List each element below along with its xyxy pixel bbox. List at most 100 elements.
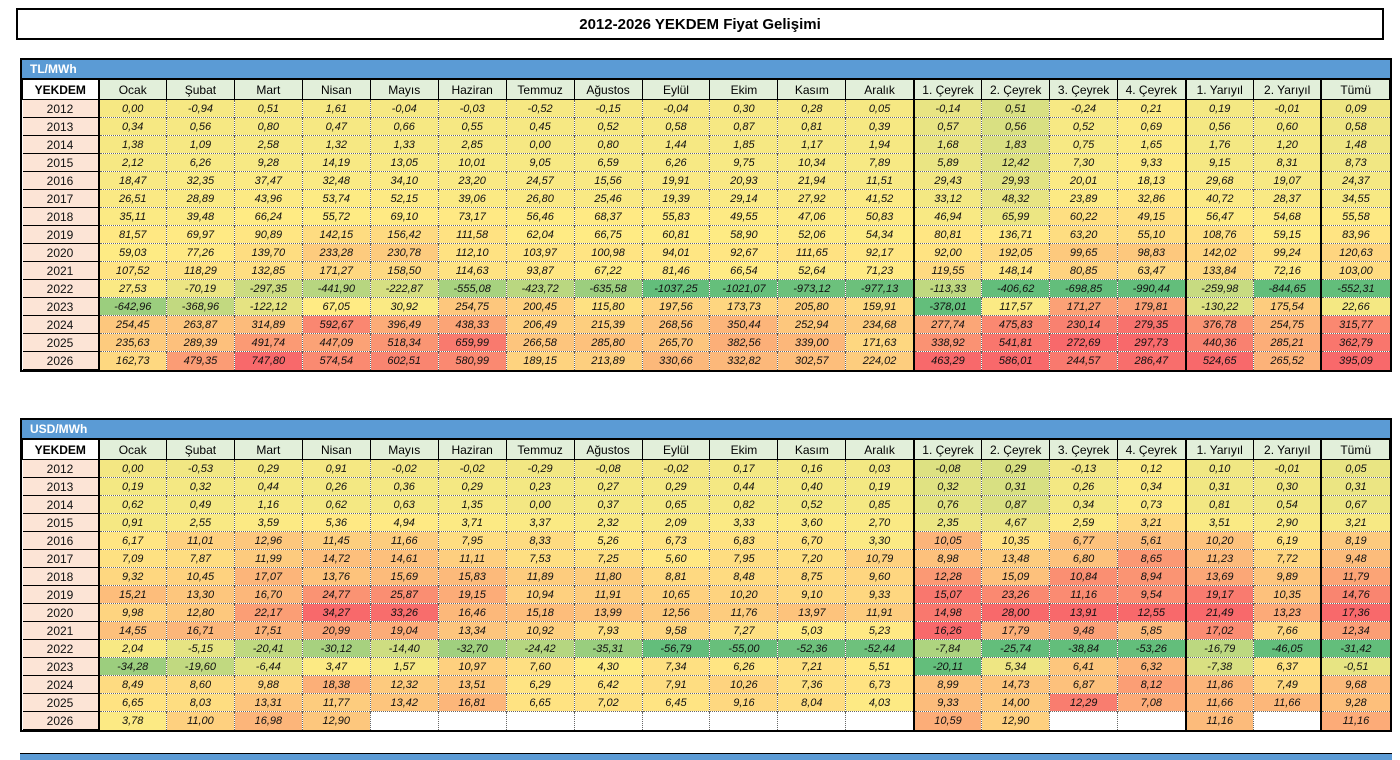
- value-cell[interactable]: 72,16: [1252, 261, 1322, 280]
- value-cell[interactable]: 8,12: [1117, 675, 1186, 694]
- value-cell[interactable]: 67,22: [573, 261, 642, 280]
- value-cell[interactable]: 376,78: [1184, 315, 1254, 334]
- value-cell[interactable]: [777, 711, 846, 730]
- value-cell[interactable]: 205,80: [777, 297, 846, 316]
- value-cell[interactable]: -14,40: [369, 639, 439, 658]
- col-header-month-1[interactable]: Ocak: [97, 439, 167, 460]
- value-cell[interactable]: 0,76: [912, 495, 982, 514]
- value-cell[interactable]: 3,47: [301, 657, 371, 676]
- value-cell[interactable]: 541,81: [981, 333, 1050, 352]
- value-cell[interactable]: 2,32: [573, 513, 642, 532]
- value-cell[interactable]: 10,79: [845, 549, 914, 568]
- value-cell[interactable]: 1,76: [1184, 135, 1254, 154]
- value-cell[interactable]: -297,35: [233, 279, 303, 298]
- value-cell[interactable]: 39,06: [437, 189, 507, 208]
- value-cell[interactable]: 7,02: [573, 693, 642, 712]
- value-cell[interactable]: -552,31: [1320, 279, 1390, 298]
- value-cell[interactable]: 6,59: [573, 153, 642, 172]
- value-cell[interactable]: 4,30: [573, 657, 642, 676]
- col-header-month-6[interactable]: Haziran: [437, 439, 507, 460]
- col-header-quarter-4[interactable]: 4. Çeyrek: [1117, 439, 1186, 460]
- value-cell[interactable]: 338,92: [912, 333, 982, 352]
- value-cell[interactable]: 120,63: [1320, 243, 1390, 262]
- value-cell[interactable]: 0,32: [165, 477, 235, 496]
- value-cell[interactable]: 7,08: [1117, 693, 1186, 712]
- value-cell[interactable]: -378,01: [912, 297, 982, 316]
- value-cell[interactable]: 518,34: [369, 333, 439, 352]
- value-cell[interactable]: 52,06: [777, 225, 846, 244]
- value-cell[interactable]: 20,01: [1049, 171, 1118, 190]
- value-cell[interactable]: 159,91: [845, 297, 914, 316]
- value-cell[interactable]: 68,37: [573, 207, 642, 226]
- value-cell[interactable]: 60,22: [1049, 207, 1118, 226]
- value-cell[interactable]: 6,26: [709, 657, 778, 676]
- value-cell[interactable]: 17,36: [1320, 603, 1390, 622]
- value-cell[interactable]: -0,53: [165, 459, 235, 478]
- value-cell[interactable]: -698,85: [1049, 279, 1118, 298]
- value-cell[interactable]: 10,20: [709, 585, 778, 604]
- year-cell[interactable]: 2024: [22, 315, 100, 334]
- value-cell[interactable]: 7,89: [845, 153, 914, 172]
- value-cell[interactable]: 0,56: [165, 117, 235, 136]
- value-cell[interactable]: -70,19: [165, 279, 235, 298]
- value-cell[interactable]: 8,49: [98, 675, 167, 694]
- col-header-half-1[interactable]: 1. Yarıyıl: [1184, 439, 1254, 460]
- value-cell[interactable]: 22,17: [233, 603, 303, 622]
- value-cell[interactable]: 83,96: [1320, 225, 1390, 244]
- year-cell[interactable]: 2013: [22, 477, 100, 496]
- value-cell[interactable]: 0,34: [98, 117, 167, 136]
- value-cell[interactable]: 3,78: [98, 711, 167, 730]
- value-cell[interactable]: -0,04: [641, 99, 710, 118]
- value-cell[interactable]: -259,98: [1184, 279, 1254, 298]
- value-cell[interactable]: 1,83: [981, 135, 1050, 154]
- value-cell[interactable]: 234,68: [845, 315, 914, 334]
- value-cell[interactable]: 13,30: [165, 585, 235, 604]
- value-cell[interactable]: 11,66: [1184, 693, 1254, 712]
- value-cell[interactable]: 0,51: [981, 99, 1050, 118]
- value-cell[interactable]: 92,17: [845, 243, 914, 262]
- value-cell[interactable]: 0,00: [505, 495, 575, 514]
- value-cell[interactable]: -0,29: [505, 459, 575, 478]
- value-cell[interactable]: 29,43: [912, 171, 982, 190]
- value-cell[interactable]: 0,19: [98, 477, 167, 496]
- col-header-month-7[interactable]: Temmuz: [505, 439, 575, 460]
- value-cell[interactable]: 81,46: [641, 261, 710, 280]
- value-cell[interactable]: 0,54: [1252, 495, 1322, 514]
- value-cell[interactable]: 67,05: [301, 297, 371, 316]
- value-cell[interactable]: 8,03: [165, 693, 235, 712]
- value-cell[interactable]: 0,57: [912, 117, 982, 136]
- value-cell[interactable]: 10,01: [437, 153, 507, 172]
- value-cell[interactable]: [369, 711, 439, 730]
- col-header-half-2[interactable]: 2. Yarıyıl: [1252, 79, 1322, 100]
- value-cell[interactable]: 6,65: [505, 693, 575, 712]
- value-cell[interactable]: 9,68: [1320, 675, 1390, 694]
- value-cell[interactable]: 26,80: [505, 189, 575, 208]
- value-cell[interactable]: 12,34: [1320, 621, 1390, 640]
- value-cell[interactable]: 8,94: [1117, 567, 1186, 586]
- value-cell[interactable]: 171,27: [1049, 297, 1118, 316]
- value-cell[interactable]: 447,09: [301, 333, 371, 352]
- value-cell[interactable]: 43,96: [233, 189, 303, 208]
- value-cell[interactable]: 111,58: [437, 225, 507, 244]
- col-header-quarter-2[interactable]: 2. Çeyrek: [981, 79, 1051, 100]
- value-cell[interactable]: 16,71: [165, 621, 235, 640]
- value-cell[interactable]: 0,40: [777, 477, 846, 496]
- value-cell[interactable]: 80,81: [912, 225, 982, 244]
- value-cell[interactable]: 98,83: [1117, 243, 1186, 262]
- value-cell[interactable]: 0,37: [573, 495, 642, 514]
- col-header-quarter-3[interactable]: 3. Çeyrek: [1049, 439, 1119, 460]
- year-cell[interactable]: 2018: [22, 567, 100, 586]
- value-cell[interactable]: 9,33: [845, 585, 914, 604]
- value-cell[interactable]: 0,91: [98, 513, 167, 532]
- value-cell[interactable]: 15,21: [98, 585, 167, 604]
- value-cell[interactable]: 10,59: [912, 711, 982, 730]
- value-cell[interactable]: -56,79: [641, 639, 710, 658]
- value-cell[interactable]: -0,13: [1049, 459, 1118, 478]
- value-cell[interactable]: 107,52: [98, 261, 167, 280]
- value-cell[interactable]: 14,73: [981, 675, 1050, 694]
- value-cell[interactable]: 1,17: [777, 135, 846, 154]
- value-cell[interactable]: 13,99: [573, 603, 642, 622]
- value-cell[interactable]: 9,89: [1252, 567, 1322, 586]
- value-cell[interactable]: 28,00: [981, 603, 1050, 622]
- value-cell[interactable]: 5,36: [301, 513, 371, 532]
